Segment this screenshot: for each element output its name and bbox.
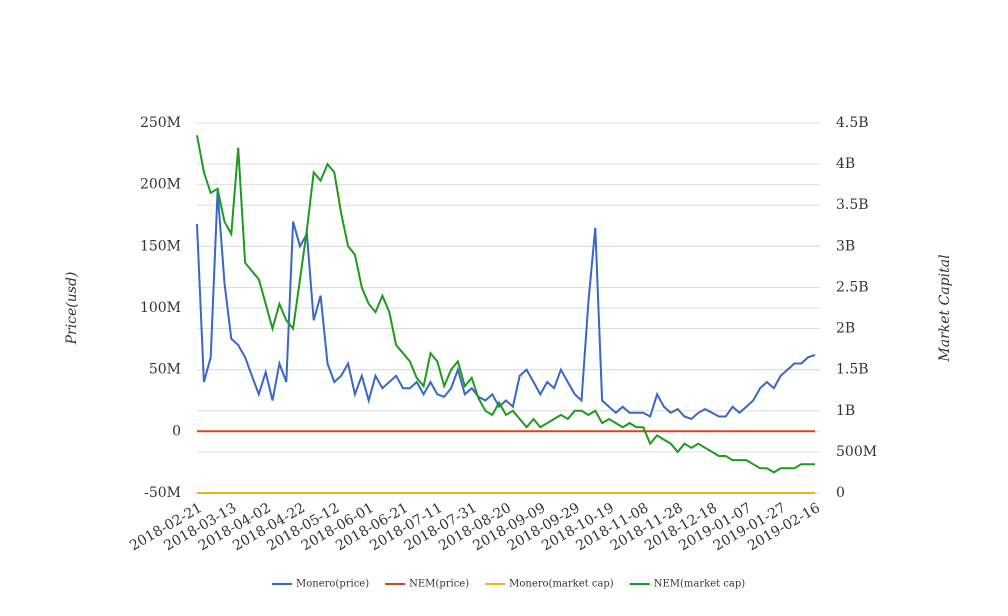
y2ticks-label: 3.5B — [836, 197, 869, 213]
legend-label: Monero(price) — [296, 579, 369, 590]
y2ticks-label: 4.5B — [836, 115, 869, 131]
y2ticks-label: 4B — [836, 156, 855, 172]
yticks-label: 250M — [140, 115, 181, 131]
y2ticks-label: 1.5B — [836, 362, 869, 378]
y2ticks-label: 2.5B — [836, 279, 869, 295]
y2-axis-label: Market Capital — [937, 254, 953, 362]
y2ticks-label: 3B — [836, 238, 855, 254]
legend-label: NEM(price) — [409, 579, 469, 590]
yticks-label: 50M — [149, 362, 181, 378]
series-line — [196, 190, 816, 421]
y2ticks-label: 0 — [836, 485, 845, 501]
series-line — [196, 135, 815, 474]
y-axis-label: Price(usd) — [64, 272, 80, 346]
yticks-label: 100M — [140, 300, 181, 316]
yticks-label: 150M — [140, 238, 181, 254]
yticks-label: -50M — [144, 485, 181, 501]
legend-label: NEM(market cap) — [654, 579, 746, 590]
yticks-label: 0 — [172, 423, 181, 439]
yticks-label: 200M — [140, 177, 181, 193]
y2ticks-label: 500M — [836, 444, 877, 460]
y2ticks-label: 1B — [836, 403, 855, 419]
y2ticks-label: 2B — [836, 321, 855, 337]
legend-label: Monero(market cap) — [509, 579, 614, 590]
